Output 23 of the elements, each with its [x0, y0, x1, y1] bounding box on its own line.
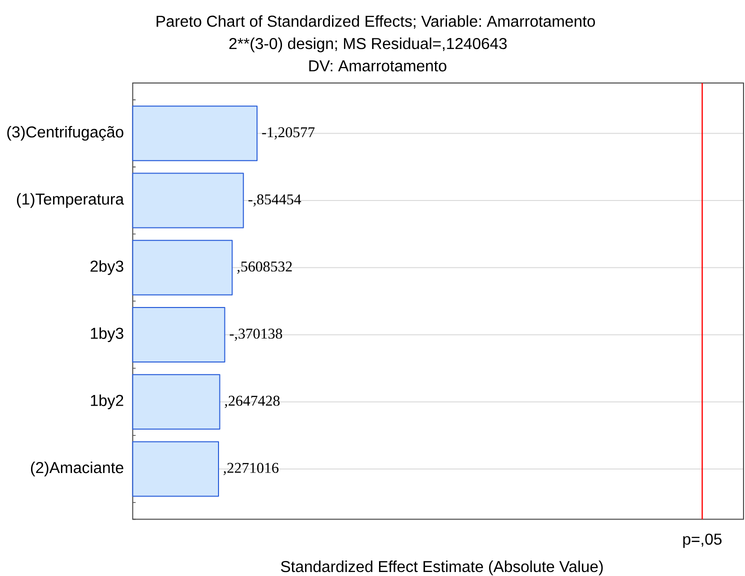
y-tick-label: (3)Centrifugação — [7, 126, 124, 141]
annotation: ,5608532 — [237, 261, 292, 274]
y-tick-label: 1by3 — [90, 327, 124, 342]
text: 2**(3-0) design; MS Residual=,1240643 — [229, 38, 507, 52]
text: Pareto Chart of Standardized Effects; Variable: Amarrotamento — [156, 15, 595, 29]
x-axis-title: Standardized Effect Estimate (Absolute Value) — [280, 560, 603, 576]
bar — [132, 306, 226, 362]
annotation: ,2647428 — [224, 396, 280, 408]
ref-line-label: p=,05 — [683, 534, 722, 548]
annotation: -1,20577 — [262, 127, 315, 140]
y-tick-label: (1)Temperatura — [16, 193, 124, 208]
annotation: ,2271016 — [224, 462, 278, 476]
bar — [132, 172, 244, 228]
y-tick-label: (2)Amaciante — [31, 462, 124, 476]
y-tick-label: 1by2 — [90, 394, 124, 410]
y-tick-label: 2by3 — [90, 260, 124, 275]
bar — [132, 106, 258, 162]
bar — [132, 240, 233, 296]
bar — [132, 374, 220, 430]
annotation: -,370138 — [230, 328, 282, 341]
annotation: -,854454 — [248, 194, 302, 207]
text: DV: Amarrotamento — [309, 60, 446, 72]
bar — [132, 441, 219, 497]
